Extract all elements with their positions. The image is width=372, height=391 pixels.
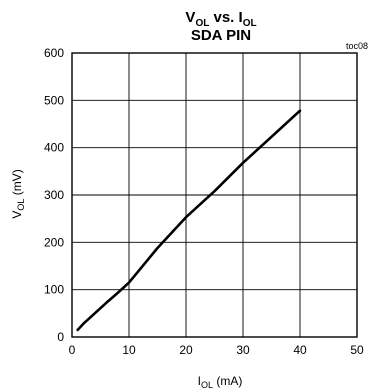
figure-code: toc08: [346, 41, 368, 51]
plot-frame: [71, 52, 358, 338]
chart-title: VOL vs. IOL: [185, 9, 256, 29]
x-tick-label: 50: [350, 343, 364, 357]
y-tick-label: 600: [44, 46, 64, 60]
x-tick-label: 40: [293, 343, 307, 357]
y-tick-label: 200: [44, 235, 64, 249]
x-tick-label: 20: [179, 343, 193, 357]
y-tick-label: 500: [44, 93, 64, 107]
x-axis-label: IOL (mA): [198, 374, 243, 390]
y-tick-label: 300: [44, 188, 64, 202]
y-axis-label: VOL (mV): [10, 169, 26, 218]
y-tick-label: 400: [44, 141, 64, 155]
series-line: [76, 109, 302, 332]
chart-subtitle: SDA PIN: [191, 27, 251, 44]
x-tick-labels: 0 10 20 30 40 50: [69, 343, 364, 357]
x-tick-label: 0: [69, 343, 76, 357]
y-tick-label: 100: [44, 283, 64, 297]
y-tick-labels: 0 100 200 300 400 500 600: [44, 46, 64, 344]
series-group: [76, 109, 302, 332]
x-tick-label: 30: [236, 343, 250, 357]
x-tick-label: 10: [122, 343, 136, 357]
y-tick-label: 0: [57, 330, 64, 344]
